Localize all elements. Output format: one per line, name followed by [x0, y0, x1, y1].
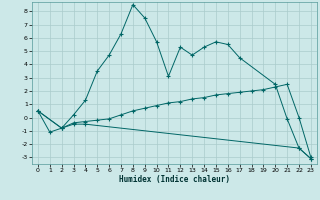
X-axis label: Humidex (Indice chaleur): Humidex (Indice chaleur) — [119, 175, 230, 184]
